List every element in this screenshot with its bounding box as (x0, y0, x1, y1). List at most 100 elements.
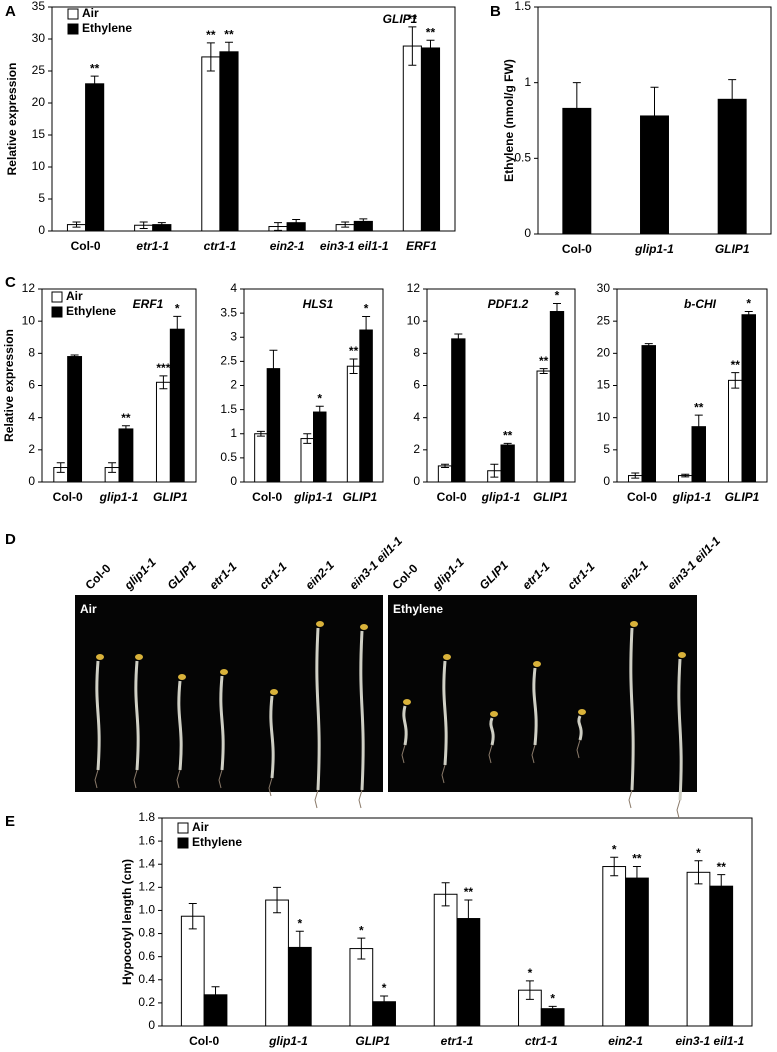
bar (451, 338, 466, 483)
cotyledon (403, 699, 411, 705)
error-bar (717, 874, 726, 899)
significance: * (612, 842, 617, 856)
significance: ** (539, 354, 549, 368)
legend-swatch (67, 23, 79, 35)
error-bar (441, 463, 450, 469)
bar (67, 356, 83, 483)
y-tick-label: 8 (28, 346, 35, 360)
plot-frame (51, 6, 456, 232)
x-tick-label: Col-0 (252, 490, 282, 504)
error-bar (632, 866, 641, 891)
column-label: Col-0 (82, 561, 113, 592)
root (576, 739, 581, 759)
y-tick-label: 1 (230, 426, 237, 440)
error-bar (173, 315, 182, 343)
bar (346, 365, 361, 483)
photo-air (75, 595, 383, 792)
y-axis-label: Ethylene (nmol/g FW) (502, 59, 516, 182)
root (628, 789, 633, 809)
y-tick-label: 0 (603, 474, 610, 488)
panel-label: B (490, 3, 501, 20)
column-label: ctr1-1 (564, 559, 597, 592)
y-tick-label: 0.5 (514, 151, 531, 165)
y-tick-label: 3.5 (220, 305, 237, 319)
column-label: etr1-1 (519, 559, 552, 592)
seedling (134, 660, 140, 771)
error-bar (464, 899, 473, 938)
legend-swatch (177, 822, 189, 834)
cotyledon (533, 661, 541, 667)
error-bar (139, 221, 148, 229)
plot-frame (161, 817, 753, 1027)
chart-title: b-CHI (684, 297, 717, 311)
root (488, 744, 493, 764)
x-tick-label: GLIP1 (153, 490, 188, 504)
bar (625, 877, 649, 1027)
error-bar (490, 463, 499, 478)
group-label: Air (80, 602, 97, 616)
error-bar (273, 886, 282, 914)
seedling (577, 715, 583, 741)
y-tick-label: 0 (38, 223, 45, 237)
error-bar (188, 903, 197, 930)
column-label: ein2-1 (616, 558, 651, 593)
bar (717, 98, 747, 235)
error-bar (349, 358, 358, 374)
error-bar (744, 311, 753, 319)
error-bar (359, 218, 368, 225)
significance: * (528, 966, 533, 980)
bar (155, 381, 171, 483)
cotyledon (220, 669, 228, 675)
y-tick-label: 10 (32, 159, 46, 173)
error-bar (56, 462, 65, 473)
significance: ** (426, 25, 436, 39)
bar (420, 47, 441, 232)
y-tick-label: 35 (32, 0, 46, 13)
error-bar (503, 442, 512, 448)
x-tick-label: glip1-1 (268, 1034, 308, 1048)
x-tick-label: ctr1-1 (204, 239, 237, 253)
seedling (177, 680, 183, 771)
y-tick-label: 1.8 (138, 810, 155, 824)
legend-swatch (177, 837, 189, 849)
error-bar (303, 433, 312, 444)
seedling (359, 630, 365, 791)
cotyledon (490, 711, 498, 717)
significance: ** (121, 411, 131, 425)
panel-label: C (5, 274, 16, 291)
y-tick-label: 0.2 (138, 995, 155, 1009)
y-tick-label: 4 (413, 410, 420, 424)
cotyledon (630, 621, 638, 627)
y-tick-label: 0.6 (138, 949, 155, 963)
x-tick-label: GLIP1 (715, 242, 750, 256)
error-bar (362, 316, 371, 345)
root (268, 777, 273, 797)
significance: * (382, 981, 387, 995)
x-tick-label: Col-0 (189, 1034, 219, 1048)
root (676, 799, 681, 819)
error-bar (341, 221, 350, 228)
error-bar (211, 986, 220, 1004)
error-bar (295, 930, 304, 965)
significance: ** (717, 860, 727, 874)
error-bar (525, 980, 534, 1000)
cotyledon (678, 652, 686, 658)
bar (437, 465, 453, 483)
x-tick-label: Col-0 (437, 490, 467, 504)
error-bar (631, 472, 640, 479)
seedling (315, 627, 321, 791)
x-tick-label: Col-0 (562, 242, 592, 256)
error-bar (90, 75, 99, 92)
y-tick-label: 1.0 (138, 903, 155, 917)
error-bar (454, 333, 463, 345)
error-bar (548, 1005, 557, 1012)
x-tick-label: etr1-1 (136, 239, 169, 253)
y-axis-label: Relative expression (5, 63, 19, 176)
x-tick-label: glip1-1 (481, 490, 521, 504)
x-tick-label: etr1-1 (441, 1034, 474, 1048)
significance: ** (632, 852, 642, 866)
group-label: Ethylene (393, 602, 443, 616)
y-tick-label: 6 (28, 378, 35, 392)
